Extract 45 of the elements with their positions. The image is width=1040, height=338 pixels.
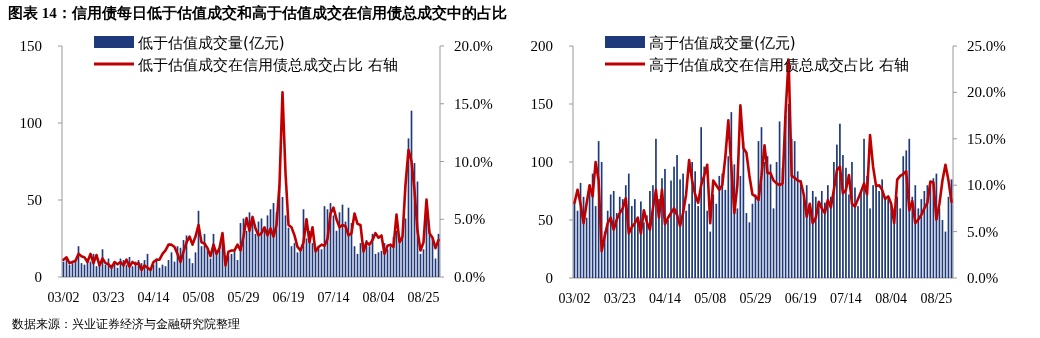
x-tick-label: 06/19 bbox=[272, 290, 305, 305]
y-tick-label: 0 bbox=[34, 269, 42, 285]
y-tick-label: 150 bbox=[19, 38, 42, 54]
y2-tick-label: 0.0% bbox=[454, 269, 486, 285]
x-tick-label: 05/08 bbox=[182, 290, 215, 305]
y2-tick-label: 20.0% bbox=[967, 84, 1006, 101]
y2-tick-label: 0.0% bbox=[967, 270, 999, 286]
legend-label: 低于估值成交在信用债总成交占比 右轴 bbox=[138, 56, 398, 74]
x-tick-label: 08/04 bbox=[362, 290, 395, 305]
x-tick-label: 03/23 bbox=[603, 291, 636, 306]
x-tick-label: 05/29 bbox=[739, 291, 772, 306]
y2-tick-label: 10.0% bbox=[967, 177, 1006, 194]
x-tick-label: 05/29 bbox=[227, 290, 260, 305]
x-tick-label: 08/04 bbox=[875, 291, 908, 306]
line-series bbox=[62, 90, 440, 272]
x-tick-label: 03/02 bbox=[47, 290, 80, 305]
y-tick-label: 100 bbox=[19, 115, 42, 131]
x-tick-label: 03/23 bbox=[92, 290, 125, 305]
x-tick-label: 07/14 bbox=[317, 290, 350, 305]
x-tick-label: 05/08 bbox=[694, 291, 727, 306]
y2-tick-label: 5.0% bbox=[454, 211, 486, 228]
x-tick-label: 08/25 bbox=[920, 291, 953, 306]
y2-tick-label: 5.0% bbox=[967, 223, 999, 240]
chart-title: 图表 14：信用债每日低于估值成交和高于估值成交在信用债总成交中的占比 bbox=[8, 4, 507, 21]
x-tick-label: 07/14 bbox=[829, 291, 862, 306]
source-note: 数据来源：兴业证券经济与金融研究院整理 bbox=[12, 317, 240, 331]
y2-tick-label: 10.0% bbox=[454, 153, 493, 170]
y-tick-label: 50 bbox=[27, 192, 42, 208]
legend-label: 低于估值成交量(亿元) bbox=[138, 34, 285, 52]
y-tick-label: 0 bbox=[545, 270, 553, 286]
y2-tick-label: 15.0% bbox=[454, 95, 493, 112]
y-tick-label: 150 bbox=[530, 96, 553, 112]
x-tick-label: 03/02 bbox=[558, 291, 591, 306]
legend-label: 高于估值成交量(亿元) bbox=[649, 34, 796, 52]
y2-tick-label: 25.0% bbox=[967, 38, 1006, 54]
line-series bbox=[573, 58, 953, 253]
y-tick-label: 100 bbox=[530, 154, 553, 170]
y-tick-label: 200 bbox=[530, 38, 553, 54]
x-tick-label: 06/19 bbox=[784, 291, 817, 306]
y-tick-label: 50 bbox=[538, 212, 553, 228]
x-tick-label: 04/14 bbox=[649, 291, 681, 306]
y2-tick-label: 20.0% bbox=[454, 38, 493, 54]
y2-tick-label: 15.0% bbox=[967, 130, 1006, 147]
x-tick-label: 08/25 bbox=[407, 290, 440, 305]
x-tick-label: 04/14 bbox=[137, 290, 170, 305]
